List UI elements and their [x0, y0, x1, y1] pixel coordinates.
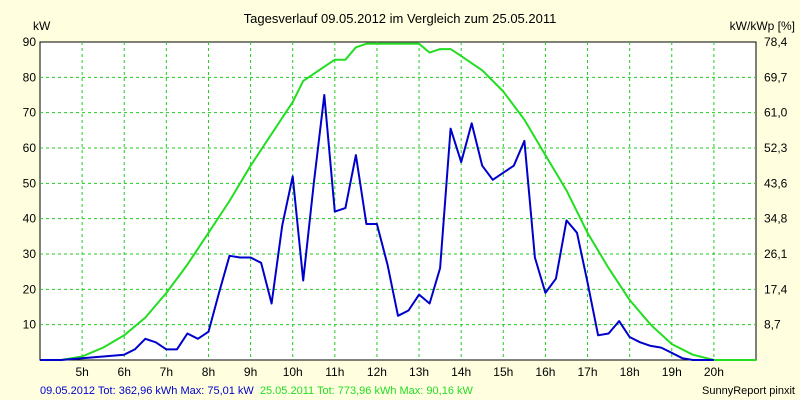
- x-tick-label: 17h: [578, 365, 598, 379]
- y-left-tick-label: 90: [23, 35, 37, 49]
- y-left-tick-label: 20: [23, 282, 37, 296]
- x-tick-label: 18h: [620, 365, 640, 379]
- x-tick-label: 5h: [75, 365, 88, 379]
- y-left-tick-label: 60: [23, 141, 37, 155]
- x-tick-label: 19h: [662, 365, 682, 379]
- x-tick-label: 11h: [325, 365, 344, 379]
- x-tick-label: 13h: [409, 365, 429, 379]
- legend-series-blue: 09.05.2012 Tot: 362,96 kWh Max: 75,01 kW: [40, 385, 254, 397]
- series-lines: [40, 42, 756, 361]
- brand-label: SunnyReport pinxit: [702, 385, 795, 397]
- y-right-tick-label: 17,4: [764, 282, 788, 296]
- y-left-tick-label: 40: [23, 212, 37, 226]
- y-left-tick-label: 70: [23, 106, 37, 120]
- series-line-25.05.2011: [40, 42, 756, 361]
- x-tick-label: 12h: [367, 365, 387, 379]
- x-tick-label: 6h: [118, 365, 131, 379]
- x-tick-label: 8h: [202, 365, 215, 379]
- x-tick-label: 20h: [704, 365, 724, 379]
- grid-lines: [40, 42, 756, 360]
- y-right-tick-label: 52,3: [764, 141, 788, 155]
- y-left-tick-label: 80: [23, 70, 37, 84]
- y-right-tick-label: 61,0: [764, 106, 788, 120]
- y-right-axis-label: kW/kWp [%]: [730, 19, 795, 33]
- y-right-tick-label: 43,6: [764, 176, 788, 190]
- y-left-tick-label: 10: [23, 318, 37, 332]
- x-tick-labels: 5h 6h 7h 8h 9h 10h 11h 12h 13h 14h 15h 16h 17h 18h 19h…: [75, 365, 723, 379]
- footer-legend: 09.05.2012 Tot: 362,96 kWh Max: 75,01 kW…: [40, 385, 473, 397]
- chart-title: Tagesverlauf 09.05.2012 im Vergleich zum…: [244, 11, 557, 26]
- x-tick-label: 10h: [283, 365, 303, 379]
- series-line-09.05.2012: [40, 94, 714, 361]
- y-right-tick-label: 69,7: [764, 70, 788, 84]
- y-right-tick-label: 78,4: [764, 35, 788, 49]
- x-tick-label: 7h: [160, 365, 173, 379]
- x-tick-label: 15h: [493, 365, 513, 379]
- x-tick-label: 14h: [451, 365, 471, 379]
- y-left-axis-label: kW: [33, 19, 51, 33]
- y-left-tick-label: 30: [23, 247, 37, 261]
- x-tick-label: 16h: [535, 365, 555, 379]
- y-right-tick-labels: 8,7 17,4 26,1 34,8 43,6 52,3 61,0 69,7 78,4: [764, 35, 788, 332]
- y-right-tick-label: 8,7: [764, 318, 781, 332]
- y-left-tick-label: 50: [23, 176, 37, 190]
- y-right-tick-label: 34,8: [764, 212, 788, 226]
- y-left-tick-labels: 10 20 30 40 50 60 70 80 90: [23, 35, 37, 332]
- legend-series-green: 25.05.2011 Tot: 773,96 kWh Max: 90,16 kW: [260, 385, 474, 397]
- y-right-tick-label: 26,1: [764, 247, 788, 261]
- x-tick-label: 9h: [244, 365, 257, 379]
